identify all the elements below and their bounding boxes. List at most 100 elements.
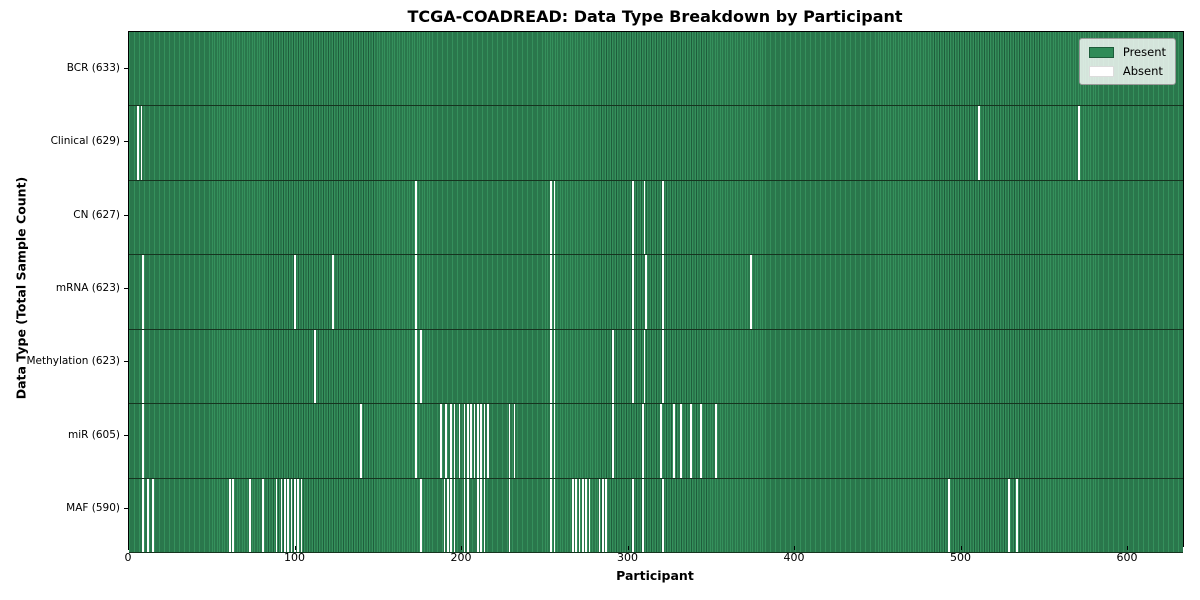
absent-stripe bbox=[1078, 106, 1080, 180]
absent-stripe bbox=[641, 404, 644, 478]
absent-stripe bbox=[293, 478, 296, 552]
absent-stripe bbox=[631, 255, 634, 329]
row-maf bbox=[129, 478, 1183, 553]
absent-stripe bbox=[750, 255, 752, 329]
absent-stripe bbox=[415, 329, 418, 404]
absent-stripe bbox=[550, 180, 552, 255]
absent-stripe bbox=[508, 478, 511, 552]
x-tick-label-500: 500 bbox=[950, 551, 972, 564]
absent-stripe bbox=[631, 180, 634, 255]
absent-stripe bbox=[550, 329, 552, 404]
present-swatch-icon bbox=[1088, 46, 1114, 58]
row-methylation bbox=[129, 329, 1183, 405]
absent-stripe bbox=[598, 478, 601, 552]
absent-stripe bbox=[280, 478, 283, 552]
x-tick-label-400: 400 bbox=[783, 551, 805, 564]
absent-stripe bbox=[483, 404, 486, 478]
absent-stripe bbox=[262, 478, 264, 552]
absent-stripe bbox=[553, 478, 556, 552]
y-tick-label-cn: CN (627) bbox=[73, 208, 120, 221]
legend-absent-label: Absent bbox=[1122, 64, 1163, 78]
absent-stripe bbox=[147, 478, 149, 552]
y-tick-label-mrna: mRNA (623) bbox=[55, 282, 120, 294]
absent-stripe bbox=[297, 478, 299, 552]
y-tick-mark bbox=[124, 288, 128, 289]
absent-stripe bbox=[700, 404, 702, 478]
absent-stripe bbox=[578, 478, 581, 552]
absent-stripe bbox=[142, 478, 144, 552]
absent-stripe bbox=[477, 478, 479, 552]
absent-stripe bbox=[232, 478, 234, 552]
absent-stripe bbox=[661, 180, 664, 255]
absent-stripe bbox=[415, 255, 418, 329]
absent-stripe bbox=[948, 478, 950, 552]
absent-stripe bbox=[661, 478, 664, 552]
absent-stripe bbox=[467, 404, 469, 478]
absent-stripe bbox=[601, 478, 604, 552]
x-tick-label-600: 600 bbox=[1116, 551, 1138, 564]
absent-stripe bbox=[142, 255, 144, 329]
absent-stripe bbox=[140, 106, 143, 180]
absent-stripe bbox=[248, 478, 251, 552]
absent-stripe bbox=[631, 329, 634, 404]
absent-stripe bbox=[605, 478, 607, 552]
absent-stripe bbox=[550, 255, 552, 329]
x-tick-mark bbox=[628, 546, 629, 550]
absent-stripe bbox=[660, 404, 662, 478]
absent-stripe bbox=[415, 404, 418, 478]
absent-stripe bbox=[571, 478, 574, 552]
absent-stripe bbox=[290, 478, 293, 552]
absent-stripe bbox=[690, 404, 692, 478]
absent-stripe bbox=[152, 478, 154, 552]
chart-title: TCGA-COADREAD: Data Type Breakdown by Pa… bbox=[407, 7, 903, 26]
x-tick-mark bbox=[794, 546, 795, 550]
absent-stripe bbox=[142, 329, 144, 404]
absent-stripe bbox=[463, 478, 466, 552]
absent-stripe bbox=[450, 404, 453, 478]
absent-stripe bbox=[585, 478, 587, 552]
absent-stripe bbox=[453, 478, 456, 552]
absent-stripe bbox=[300, 478, 303, 552]
row-cn bbox=[129, 180, 1183, 256]
absent-stripe bbox=[415, 180, 418, 255]
y-tick-label-clinical: Clinical (629) bbox=[50, 135, 120, 148]
x-tick-mark bbox=[128, 546, 129, 550]
absent-stripe bbox=[553, 329, 556, 404]
absent-stripe bbox=[477, 404, 479, 478]
absent-stripe bbox=[1016, 478, 1019, 552]
absent-stripe bbox=[575, 478, 577, 552]
absent-stripe bbox=[631, 478, 634, 552]
absent-swatch-icon bbox=[1088, 65, 1114, 77]
row-bcr bbox=[129, 32, 1183, 107]
row-mrna bbox=[129, 255, 1183, 330]
absent-stripe bbox=[283, 478, 286, 552]
row-clinical bbox=[129, 106, 1183, 181]
absent-stripe bbox=[287, 478, 289, 552]
absent-stripe bbox=[275, 478, 278, 552]
x-axis-label: Participant bbox=[616, 568, 694, 583]
absent-stripe bbox=[673, 404, 676, 478]
y-tick-mark bbox=[124, 508, 128, 509]
x-tick-label-0: 0 bbox=[124, 551, 132, 564]
y-tick-label-methylation: Methylation (623) bbox=[26, 355, 120, 368]
absent-stripe bbox=[508, 404, 511, 478]
row-mir bbox=[129, 404, 1183, 479]
absent-stripe bbox=[661, 255, 664, 329]
absent-stripe bbox=[480, 404, 483, 478]
plot-area: Present Absent bbox=[128, 31, 1184, 553]
absent-stripe bbox=[1008, 478, 1010, 552]
y-tick-mark bbox=[124, 68, 128, 69]
legend-item-absent: Absent bbox=[1088, 64, 1166, 78]
x-tick-label-100: 100 bbox=[284, 551, 305, 564]
legend: Present Absent bbox=[1078, 38, 1176, 85]
absent-stripe bbox=[293, 255, 296, 329]
absent-stripe bbox=[313, 329, 316, 404]
absent-stripe bbox=[581, 478, 584, 552]
absent-stripe bbox=[467, 478, 469, 552]
absent-stripe bbox=[553, 255, 556, 329]
absent-stripe bbox=[420, 329, 423, 404]
absent-stripe bbox=[486, 404, 489, 478]
absent-stripe bbox=[645, 255, 647, 329]
legend-present-label: Present bbox=[1122, 45, 1166, 59]
